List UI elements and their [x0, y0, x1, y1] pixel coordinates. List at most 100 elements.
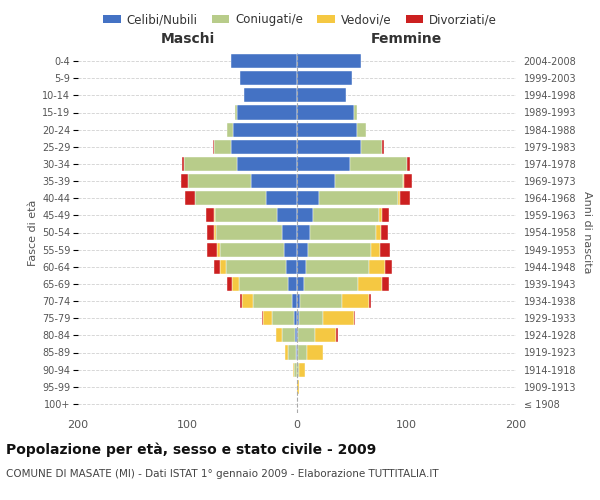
Bar	[385, 260, 392, 274]
Bar	[354, 106, 357, 120]
Bar	[319, 191, 398, 205]
Bar	[263, 311, 272, 325]
Bar	[297, 311, 299, 325]
Bar	[297, 380, 299, 394]
Bar	[233, 122, 297, 136]
Bar	[400, 191, 410, 205]
Bar	[297, 191, 319, 205]
Bar	[240, 294, 242, 308]
Legend: Celibi/Nubili, Coniugati/e, Vedovi/e, Divorziati/e: Celibi/Nubili, Coniugati/e, Vedovi/e, Di…	[98, 8, 502, 31]
Bar	[297, 294, 300, 308]
Bar	[182, 157, 184, 171]
Bar	[376, 226, 382, 239]
Bar	[358, 277, 382, 291]
Bar	[297, 88, 346, 102]
Bar	[237, 106, 297, 120]
Bar	[371, 242, 380, 256]
Bar	[298, 346, 307, 360]
Bar	[379, 208, 382, 222]
Bar	[214, 140, 232, 154]
Bar	[285, 346, 288, 360]
Bar	[297, 71, 352, 85]
Bar	[308, 242, 371, 256]
Bar	[297, 122, 357, 136]
Bar	[295, 328, 297, 342]
Bar	[323, 311, 354, 325]
Bar	[369, 294, 371, 308]
Bar	[337, 328, 338, 342]
Bar	[253, 294, 292, 308]
Bar	[299, 362, 305, 376]
Bar	[286, 260, 297, 274]
Bar	[281, 328, 295, 342]
Bar	[212, 140, 214, 154]
Bar	[306, 260, 369, 274]
Bar	[235, 106, 237, 120]
Bar	[335, 174, 403, 188]
Bar	[284, 242, 297, 256]
Bar	[294, 311, 297, 325]
Bar	[232, 140, 297, 154]
Bar	[297, 140, 361, 154]
Bar	[195, 191, 266, 205]
Bar	[297, 106, 354, 120]
Bar	[300, 294, 342, 308]
Bar	[357, 122, 366, 136]
Bar	[382, 277, 389, 291]
Bar	[232, 54, 297, 68]
Bar	[206, 208, 214, 222]
Bar	[342, 294, 369, 308]
Bar	[188, 174, 251, 188]
Bar	[297, 226, 310, 239]
Bar	[298, 328, 314, 342]
Bar	[297, 157, 350, 171]
Bar	[227, 122, 233, 136]
Bar	[214, 226, 216, 239]
Bar	[214, 260, 220, 274]
Bar	[240, 71, 297, 85]
Bar	[251, 174, 297, 188]
Bar	[404, 174, 412, 188]
Bar	[361, 140, 382, 154]
Bar	[237, 157, 297, 171]
Bar	[369, 260, 385, 274]
Bar	[297, 346, 298, 360]
Bar	[292, 294, 297, 308]
Bar	[244, 88, 297, 102]
Bar	[403, 174, 404, 188]
Bar	[350, 157, 407, 171]
Bar	[226, 260, 286, 274]
Bar	[214, 208, 215, 222]
Bar	[307, 346, 323, 360]
Text: Popolazione per età, sesso e stato civile - 2009: Popolazione per età, sesso e stato civil…	[6, 442, 376, 457]
Bar	[299, 311, 323, 325]
Text: Maschi: Maschi	[160, 32, 215, 46]
Y-axis label: Anni di nascita: Anni di nascita	[582, 191, 592, 274]
Bar	[266, 191, 297, 205]
Bar	[181, 174, 187, 188]
Bar	[297, 362, 299, 376]
Bar	[294, 362, 297, 376]
Bar	[185, 191, 195, 205]
Bar	[314, 328, 337, 342]
Bar	[297, 208, 313, 222]
Bar	[281, 226, 297, 239]
Y-axis label: Fasce di età: Fasce di età	[28, 200, 38, 266]
Bar	[297, 242, 308, 256]
Bar	[220, 260, 226, 274]
Bar	[297, 174, 335, 188]
Bar	[276, 328, 281, 342]
Bar	[310, 226, 376, 239]
Bar	[297, 277, 304, 291]
Bar	[242, 294, 253, 308]
Bar	[232, 277, 239, 291]
Text: Femmine: Femmine	[371, 32, 442, 46]
Bar	[288, 346, 296, 360]
Bar	[288, 277, 297, 291]
Bar	[220, 242, 284, 256]
Bar	[216, 226, 281, 239]
Bar	[272, 311, 294, 325]
Bar	[313, 208, 379, 222]
Bar	[215, 208, 277, 222]
Bar	[382, 208, 389, 222]
